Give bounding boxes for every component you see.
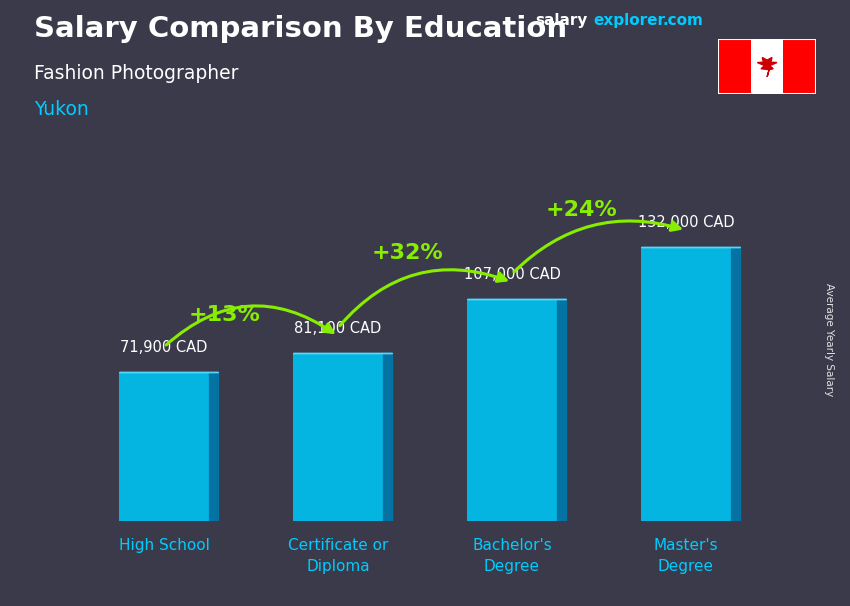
Text: salary: salary (536, 13, 588, 28)
Text: .com: .com (663, 13, 704, 28)
Text: explorer: explorer (593, 13, 666, 28)
Text: +32%: +32% (371, 243, 444, 263)
Polygon shape (209, 371, 218, 521)
Bar (467, 299, 558, 521)
Polygon shape (731, 247, 740, 521)
FancyArrowPatch shape (166, 306, 333, 345)
Bar (292, 353, 383, 521)
Bar (784, 39, 816, 94)
Bar (641, 247, 731, 521)
Bar (751, 39, 784, 94)
Text: Fashion Photographer: Fashion Photographer (34, 64, 239, 82)
Text: +24%: +24% (546, 199, 617, 219)
Polygon shape (558, 299, 566, 521)
Text: 71,900 CAD: 71,900 CAD (121, 340, 207, 355)
Bar (119, 371, 209, 521)
FancyArrowPatch shape (514, 221, 680, 272)
Text: Yukon: Yukon (34, 100, 88, 119)
FancyArrowPatch shape (340, 270, 506, 325)
Text: 132,000 CAD: 132,000 CAD (638, 215, 734, 230)
Text: +13%: +13% (189, 305, 261, 325)
Text: Average Yearly Salary: Average Yearly Salary (824, 283, 834, 396)
Bar (718, 39, 751, 94)
Polygon shape (757, 58, 777, 77)
Text: 107,000 CAD: 107,000 CAD (463, 267, 560, 282)
Text: Salary Comparison By Education: Salary Comparison By Education (34, 15, 567, 43)
Text: 81,100 CAD: 81,100 CAD (294, 321, 382, 336)
Polygon shape (383, 353, 392, 521)
